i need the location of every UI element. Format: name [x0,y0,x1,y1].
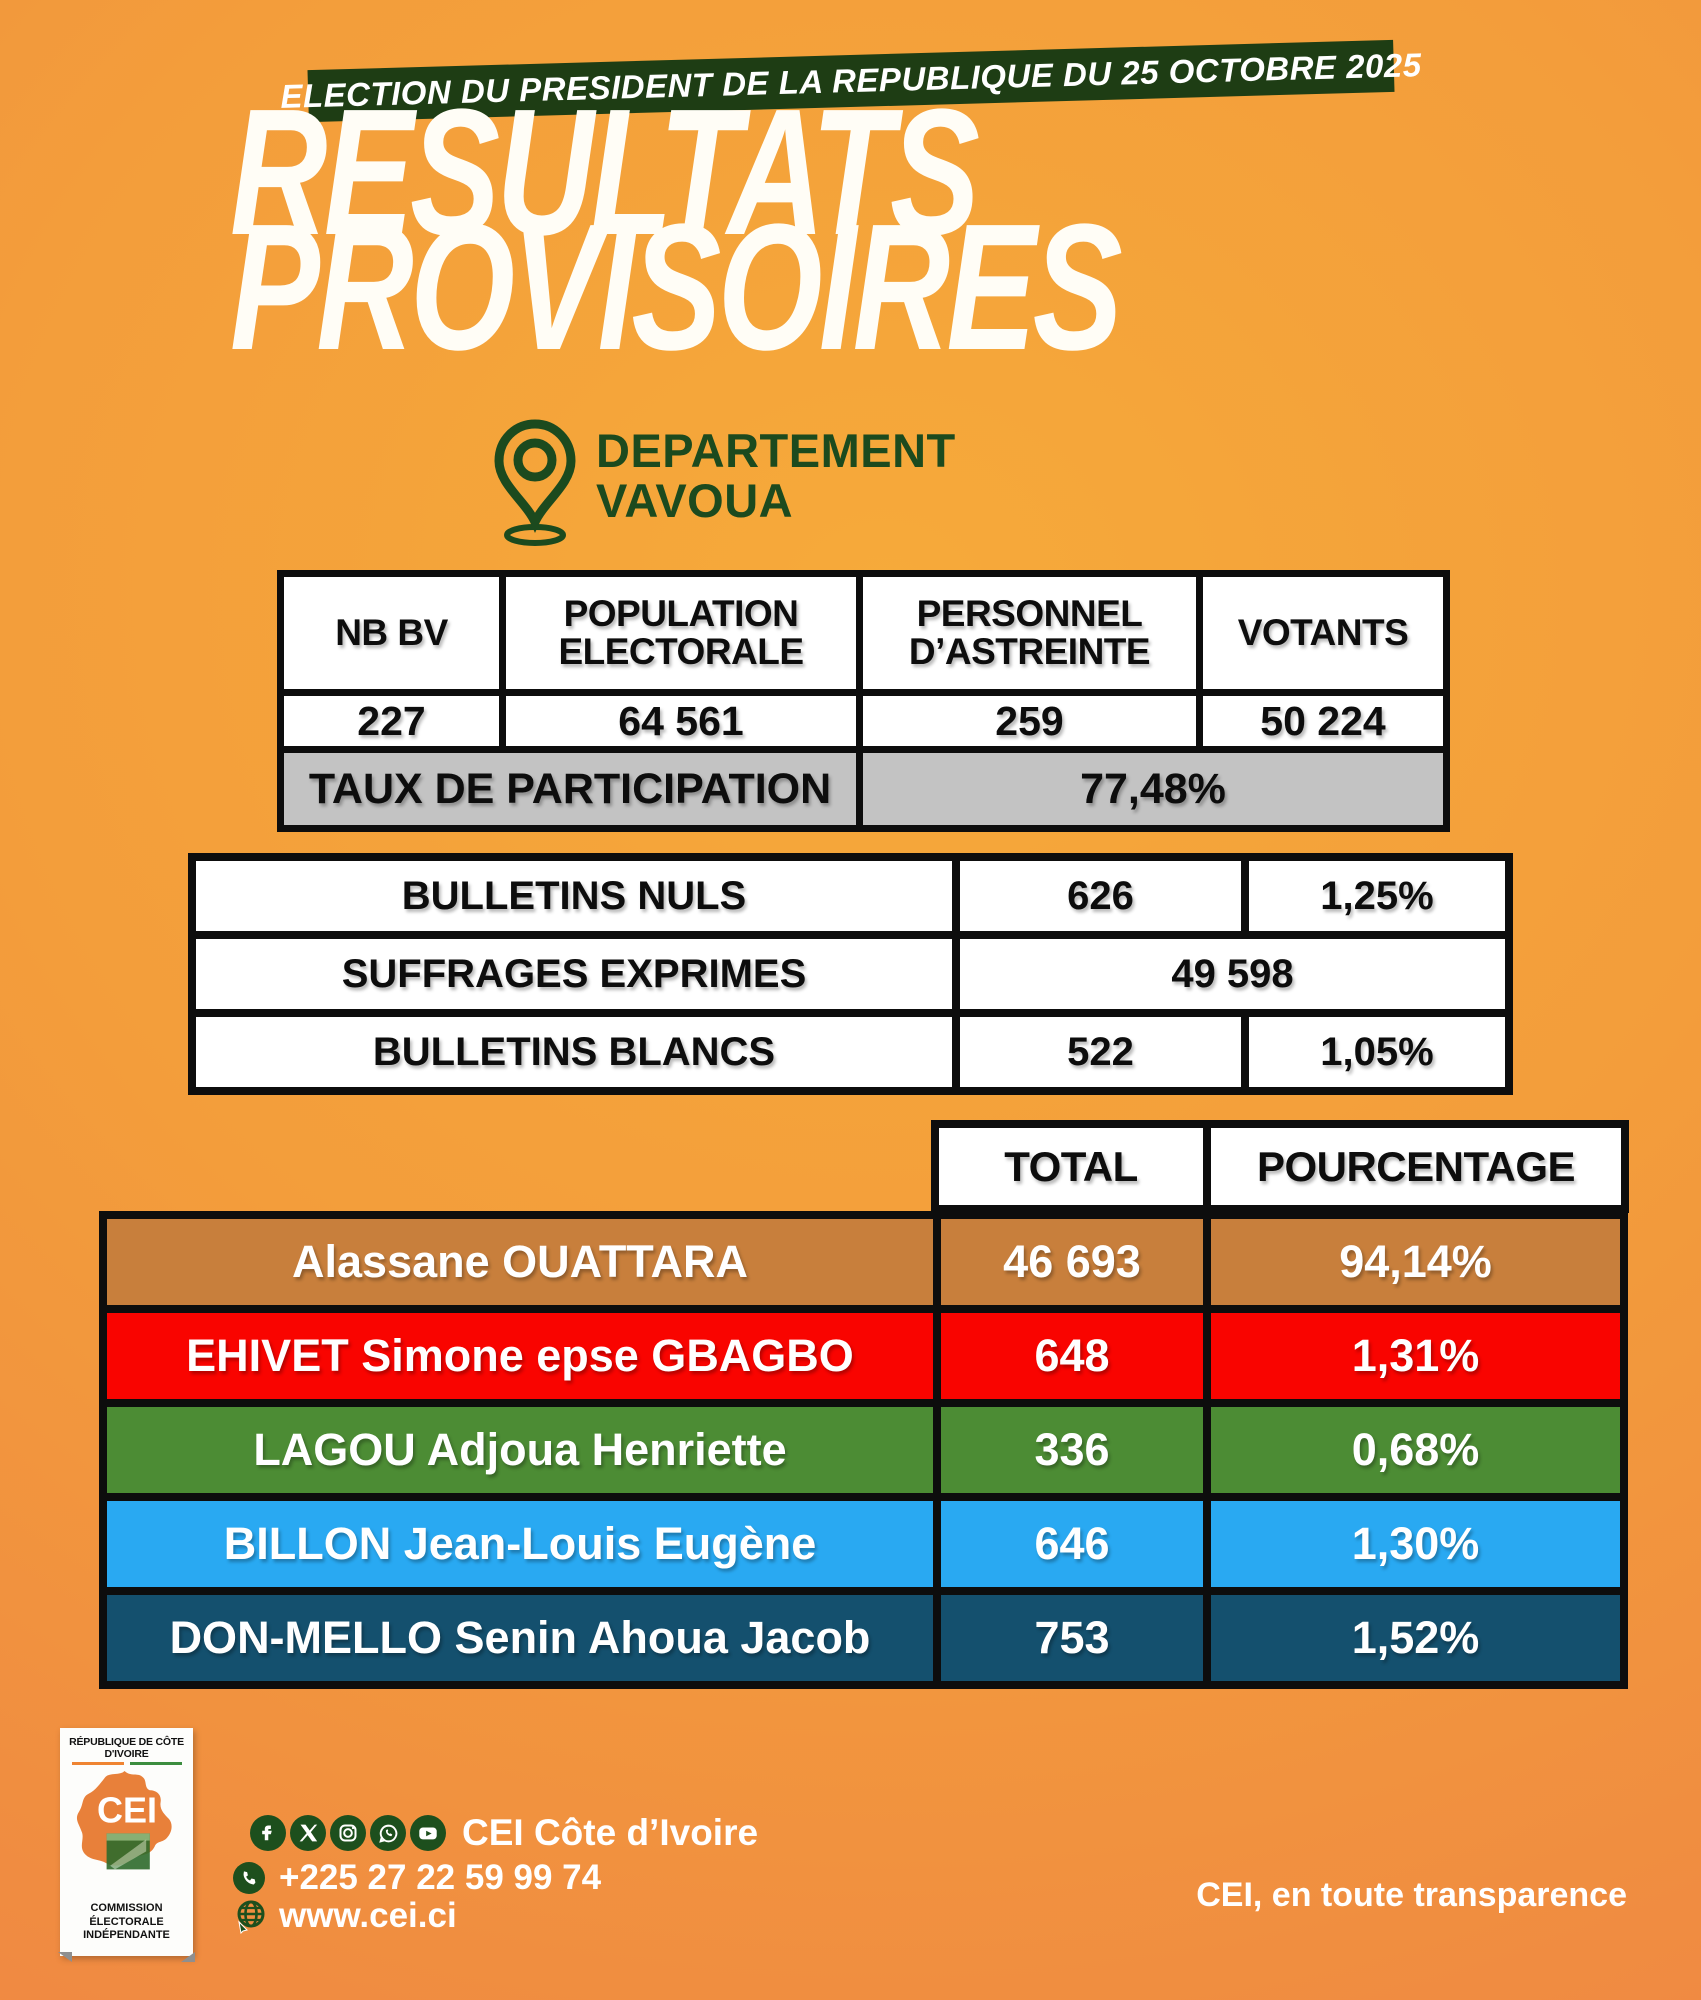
card-curl-right [181,1952,195,1962]
stats-value-personnel: 259 [856,689,1203,753]
stats-header-votants: VOTANTS [1196,570,1450,696]
website-row: www.cei.ci [233,1896,457,1936]
ballots-blancs-pct: 1,05% [1241,1009,1513,1095]
social-row: CEI Côte d’Ivoire [250,1812,758,1854]
logo-acronym: CEI [96,1790,156,1831]
stats-header-row: NB BV POPULATION ELECTORALE PERSONNEL D’… [277,570,1450,696]
instagram-icon [330,1815,366,1851]
candidate-pct: 1,52% [1203,1587,1628,1689]
candidate-pct: 94,14% [1203,1211,1628,1313]
candidate-total: 753 [933,1587,1211,1689]
globe-icon [237,1900,265,1934]
results-header-row: TOTAL POURCENTAGE [931,1120,1629,1213]
candidate-total: 646 [933,1493,1211,1595]
phone-icon [233,1862,265,1894]
logo-commission-label: COMMISSION ÉLECTORALE INDÉPENDANTE [83,1902,170,1941]
results-header-table: TOTAL POURCENTAGE [931,1120,1629,1213]
ballots-nuls-count: 626 [952,853,1249,939]
stats-value-votants: 50 224 [1196,689,1450,753]
website-url: www.cei.ci [279,1896,457,1935]
stats-value-population: 64 561 [499,689,863,753]
social-handle: CEI Côte d’Ivoire [462,1812,759,1853]
results-header-total: TOTAL [931,1120,1211,1213]
results-header-pourcentage: POURCENTAGE [1203,1120,1629,1213]
phone-row: +225 27 22 59 99 74 [233,1858,601,1898]
ballots-nuls-label: BULLETINS NULS [188,853,960,939]
candidate-total: 648 [933,1305,1211,1407]
ballots-nuls-pct: 1,25% [1241,853,1513,939]
department-block: DEPARTEMENT VAVOUA [492,418,956,548]
stats-value-nbbv: 227 [277,689,506,753]
candidate-total: 336 [933,1399,1211,1501]
cei-logo-card: RÉPUBLIQUE DE CÔTE D'IVOIRE CEI COMMISSI… [58,1728,195,1962]
candidate-pct: 1,31% [1203,1305,1628,1407]
ballots-row-nuls: BULLETINS NULS 626 1,25% [188,853,1513,939]
candidate-row: LAGOU Adjoua Henriette 336 0,68% [99,1399,1628,1501]
ballots-row-blancs: BULLETINS BLANCS 522 1,05% [188,1009,1513,1095]
candidate-total: 46 693 [933,1211,1211,1313]
ballots-blancs-count: 522 [952,1009,1249,1095]
ballot-box [106,1833,150,1870]
ballots-row-exprimes: SUFFRAGES EXPRIMES 49 598 [188,931,1513,1017]
x-icon [290,1815,326,1851]
ballots-exprimes-label: SUFFRAGES EXPRIMES [188,931,960,1017]
candidate-row: Alassane OUATTARA 46 693 94,14% [99,1211,1628,1313]
candidate-name: Alassane OUATTARA [99,1211,941,1313]
whatsapp-icon [370,1815,406,1851]
candidate-row: EHIVET Simone epse GBAGBO 648 1,31% [99,1305,1628,1407]
flag-orange-bar [71,1762,124,1765]
logo-flag-bars [60,1762,193,1765]
candidate-name: DON-MELLO Senin Ahoua Jacob [99,1587,941,1689]
participation-row: TAUX DE PARTICIPATION 77,48% [277,746,1450,832]
stats-header-nbbv: NB BV [277,570,506,696]
stats-values-row: 227 64 561 259 50 224 [277,689,1450,753]
flag-green-bar [129,1762,182,1765]
candidate-pct: 1,30% [1203,1493,1628,1595]
slogan: CEI, en toute transparence [1196,1876,1627,1914]
candidate-row: BILLON Jean-Louis Eugène 646 1,30% [99,1493,1628,1595]
cursor-arrow [238,1920,248,1934]
department-label: DEPARTEMENT [596,424,956,477]
youtube-icon [410,1815,446,1851]
candidate-row: DON-MELLO Senin Ahoua Jacob 753 1,52% [99,1587,1628,1689]
candidate-name: BILLON Jean-Louis Eugène [99,1493,941,1595]
participation-value: 77,48% [856,746,1450,832]
card-curl-left [58,1952,72,1962]
stats-table: NB BV POPULATION ELECTORALE PERSONNEL D’… [277,570,1450,832]
stats-header-population: POPULATION ELECTORALE [499,570,863,696]
ballots-exprimes-count: 49 598 [952,931,1513,1017]
candidate-pct: 0,68% [1203,1399,1628,1501]
candidate-name: EHIVET Simone epse GBAGBO [99,1305,941,1407]
results-table: Alassane OUATTARA 46 693 94,14% EHIVET S… [99,1211,1628,1689]
stats-header-personnel: PERSONNEL D’ASTREINTE [856,570,1203,696]
cote-divoire-map: CEI [76,1771,172,1870]
logo-country-label: RÉPUBLIQUE DE CÔTE D'IVOIRE [69,1736,184,1760]
participation-label: TAUX DE PARTICIPATION [277,746,863,832]
page-title: RESULTATS PROVISOIRES [230,0,1123,388]
ballots-table: BULLETINS NULS 626 1,25% SUFFRAGES EXPRI… [188,853,1513,1095]
location-pin-icon [494,419,576,546]
department-name: VAVOUA [596,474,794,527]
facebook-icon [250,1815,286,1851]
phone-number: +225 27 22 59 99 74 [279,1858,602,1897]
ballots-blancs-label: BULLETINS BLANCS [188,1009,960,1095]
department-title: DEPARTEMENT VAVOUA [596,418,956,526]
candidate-name: LAGOU Adjoua Henriette [99,1399,941,1501]
title-line2: PROVISOIRES [230,187,1123,388]
